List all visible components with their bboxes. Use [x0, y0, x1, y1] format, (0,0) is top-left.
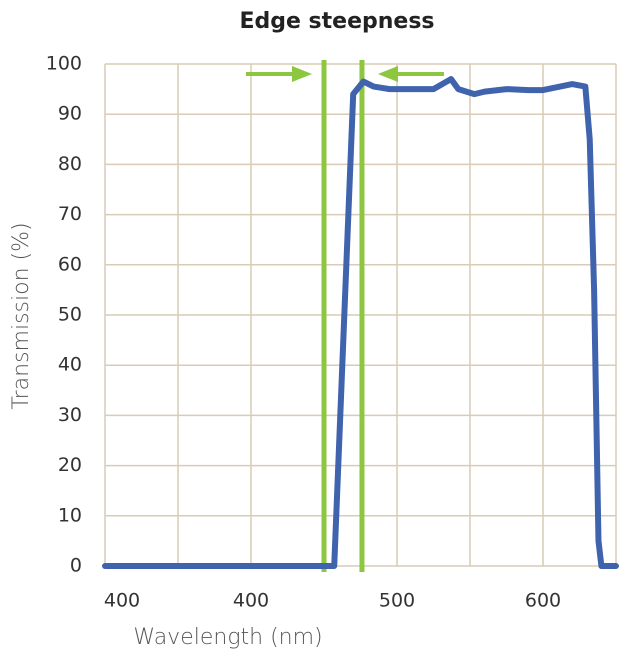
- x-tick-label: 400: [233, 590, 269, 612]
- y-tick-label: 80: [58, 153, 82, 175]
- y-tick-label: 10: [58, 504, 82, 526]
- y-tick-label: 50: [58, 304, 82, 326]
- y-tick-label: 100: [46, 53, 82, 75]
- y-tick-label: 40: [58, 354, 82, 376]
- y-tick-label: 30: [58, 404, 82, 426]
- y-tick-label: 90: [58, 103, 82, 125]
- data-line: [102, 76, 619, 569]
- arrow-head: [377, 66, 398, 82]
- arrow-head: [292, 66, 312, 82]
- y-tick-label: 20: [58, 454, 82, 476]
- x-axis-label: Wavelength (nm): [133, 625, 322, 650]
- y-tick-label: 70: [58, 203, 82, 225]
- y-tick-label: 0: [70, 555, 82, 577]
- y-tick-label: 60: [58, 253, 82, 275]
- x-tick-label: 500: [379, 590, 415, 612]
- x-tick-label: 400: [104, 590, 140, 612]
- y-axis-label: Transmission (%): [9, 222, 34, 409]
- x-tick-label: 600: [525, 590, 561, 612]
- chart-title: Edge steepness: [239, 9, 434, 34]
